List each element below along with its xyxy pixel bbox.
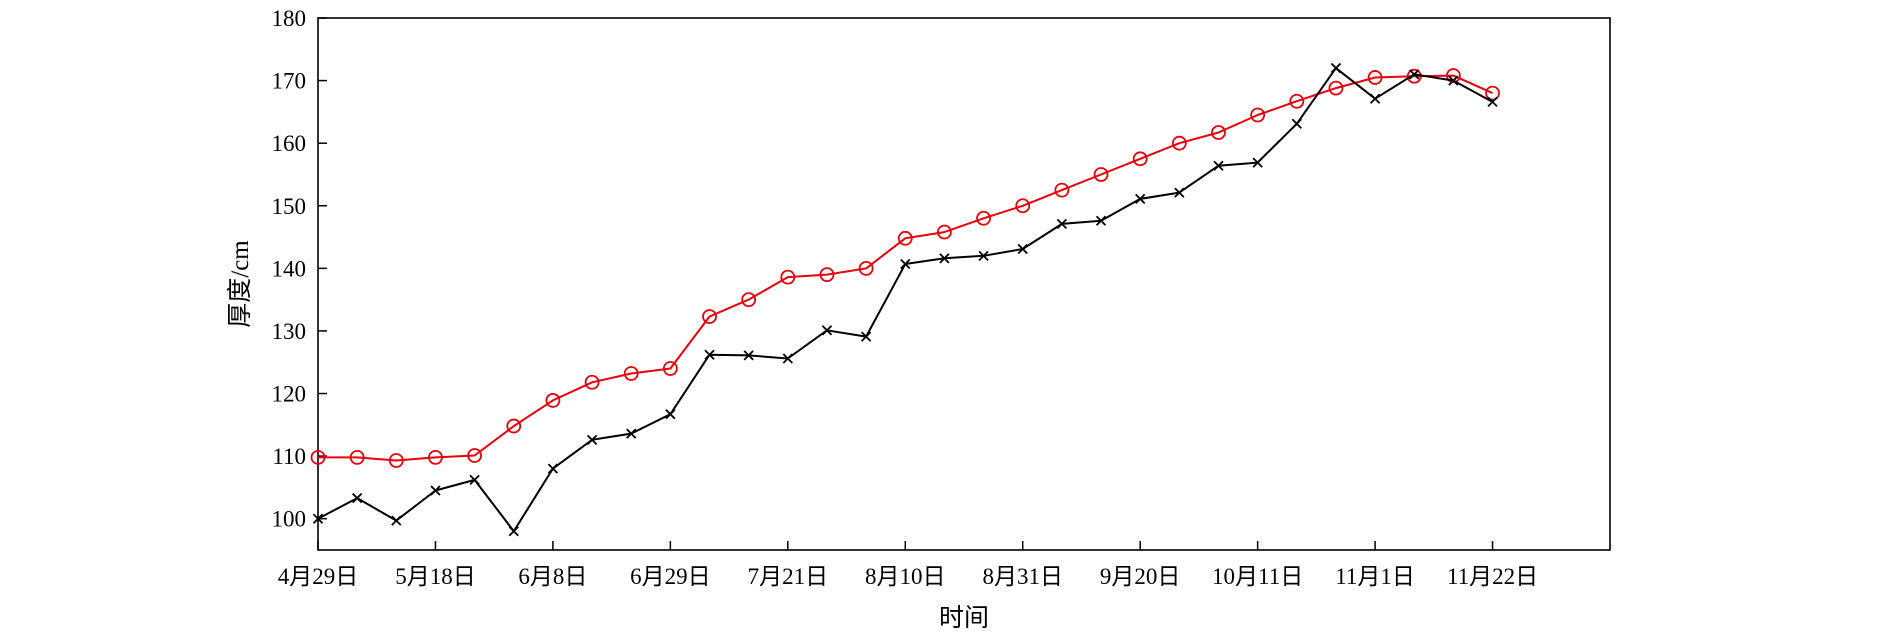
series-0-point xyxy=(467,448,483,463)
x-tick-label: 4月29日 xyxy=(278,564,359,589)
series-0-point xyxy=(506,418,522,434)
series-1-point xyxy=(665,409,676,420)
y-tick-label: 140 xyxy=(272,256,307,281)
series-0-point xyxy=(1054,182,1070,198)
x-tick-label: 6月8日 xyxy=(518,564,587,589)
plot-frame xyxy=(317,17,1611,551)
series-0-point xyxy=(741,292,757,308)
y-tick-label: 150 xyxy=(272,194,307,219)
series-1-point xyxy=(469,474,480,486)
series-0-point xyxy=(623,366,639,381)
series-0-point xyxy=(662,361,678,376)
series-1-point xyxy=(939,253,950,264)
x-tick-label: 9月20日 xyxy=(1100,564,1181,589)
series-1-point xyxy=(743,350,754,361)
y-axis-title: 厚度/cm xyxy=(226,240,254,328)
series-1-point xyxy=(1213,160,1224,171)
series-1-point xyxy=(547,463,559,474)
series-1-point xyxy=(978,250,989,261)
series-0-point xyxy=(1132,151,1148,167)
x-tick-label: 5月18日 xyxy=(395,564,476,589)
series-0-point xyxy=(976,210,991,226)
y-tick-label: 180 xyxy=(272,6,307,31)
series-0-point xyxy=(1093,167,1109,182)
series-0-point xyxy=(310,449,326,465)
series-1-point xyxy=(900,258,911,270)
series-1-point xyxy=(312,513,324,524)
series-1-point xyxy=(430,485,441,496)
series-1-point xyxy=(391,515,402,526)
series-0-point xyxy=(819,267,835,283)
series-1-point xyxy=(1174,187,1185,198)
series-0-point xyxy=(858,260,874,276)
y-tick-label: 110 xyxy=(272,444,306,469)
y-tick-label: 100 xyxy=(272,507,307,532)
series-0-point xyxy=(388,453,404,468)
series-0-point xyxy=(428,449,443,465)
series-1-point xyxy=(1291,118,1302,129)
series-1-point xyxy=(704,349,715,360)
series-1-point xyxy=(821,325,833,336)
series-1-point xyxy=(508,526,519,537)
x-tick-label: 10月11日 xyxy=(1212,564,1303,589)
series-0-point xyxy=(937,224,952,240)
y-tick-label: 160 xyxy=(272,131,307,156)
series-1-point xyxy=(782,353,793,364)
series-0-point xyxy=(1289,93,1305,109)
x-tick-label: 11月1日 xyxy=(1335,564,1415,589)
series-0-point xyxy=(1015,198,1031,214)
series-1-point xyxy=(1135,193,1146,205)
series-0-point xyxy=(702,309,717,324)
series-0-point xyxy=(1445,68,1461,83)
x-tick-label: 7月21日 xyxy=(748,564,829,589)
series-1-point xyxy=(1252,157,1263,168)
series-1-point xyxy=(1369,93,1381,104)
series-1-point xyxy=(1448,75,1459,86)
plot-area: 100 110 120 130 140 150 160 170 180 4月29日 5月18日 6月8… xyxy=(272,6,1611,589)
series-0-point xyxy=(1171,135,1187,151)
series-0-line xyxy=(318,74,1493,462)
y-tick-label: 120 xyxy=(272,382,307,407)
series-1-point xyxy=(1330,62,1342,74)
y-tick-label: 170 xyxy=(272,69,307,94)
series-1-point xyxy=(1056,218,1068,230)
series-1-point xyxy=(626,428,637,439)
series-0-point xyxy=(897,230,913,246)
series-0-point xyxy=(780,269,796,285)
series-1-line xyxy=(318,67,1493,533)
x-tick-label: 11月22日 xyxy=(1447,564,1538,589)
series-0-point xyxy=(584,374,600,390)
series-0-point xyxy=(1211,125,1226,140)
series-1-point xyxy=(1409,69,1420,80)
x-tick-label: 8月10日 xyxy=(865,564,946,589)
series-1-point xyxy=(860,331,872,342)
series-1-point xyxy=(352,492,363,504)
series-1-point xyxy=(1095,215,1107,226)
x-axis-title: 时间 xyxy=(939,604,989,632)
series-0-point xyxy=(1250,107,1266,123)
series-0-point xyxy=(1367,70,1383,85)
series-0-point xyxy=(1485,85,1500,101)
series-0-point xyxy=(1328,80,1344,96)
series-1-point xyxy=(586,434,598,445)
series-0-point xyxy=(349,449,365,465)
series-1-point xyxy=(1487,96,1498,108)
y-tick-label: 130 xyxy=(272,319,307,344)
x-tick-label: 8月31日 xyxy=(982,564,1063,589)
x-tick-label: 6月29日 xyxy=(630,564,711,589)
series-1-point xyxy=(1017,243,1028,255)
series-0-point xyxy=(545,393,561,408)
